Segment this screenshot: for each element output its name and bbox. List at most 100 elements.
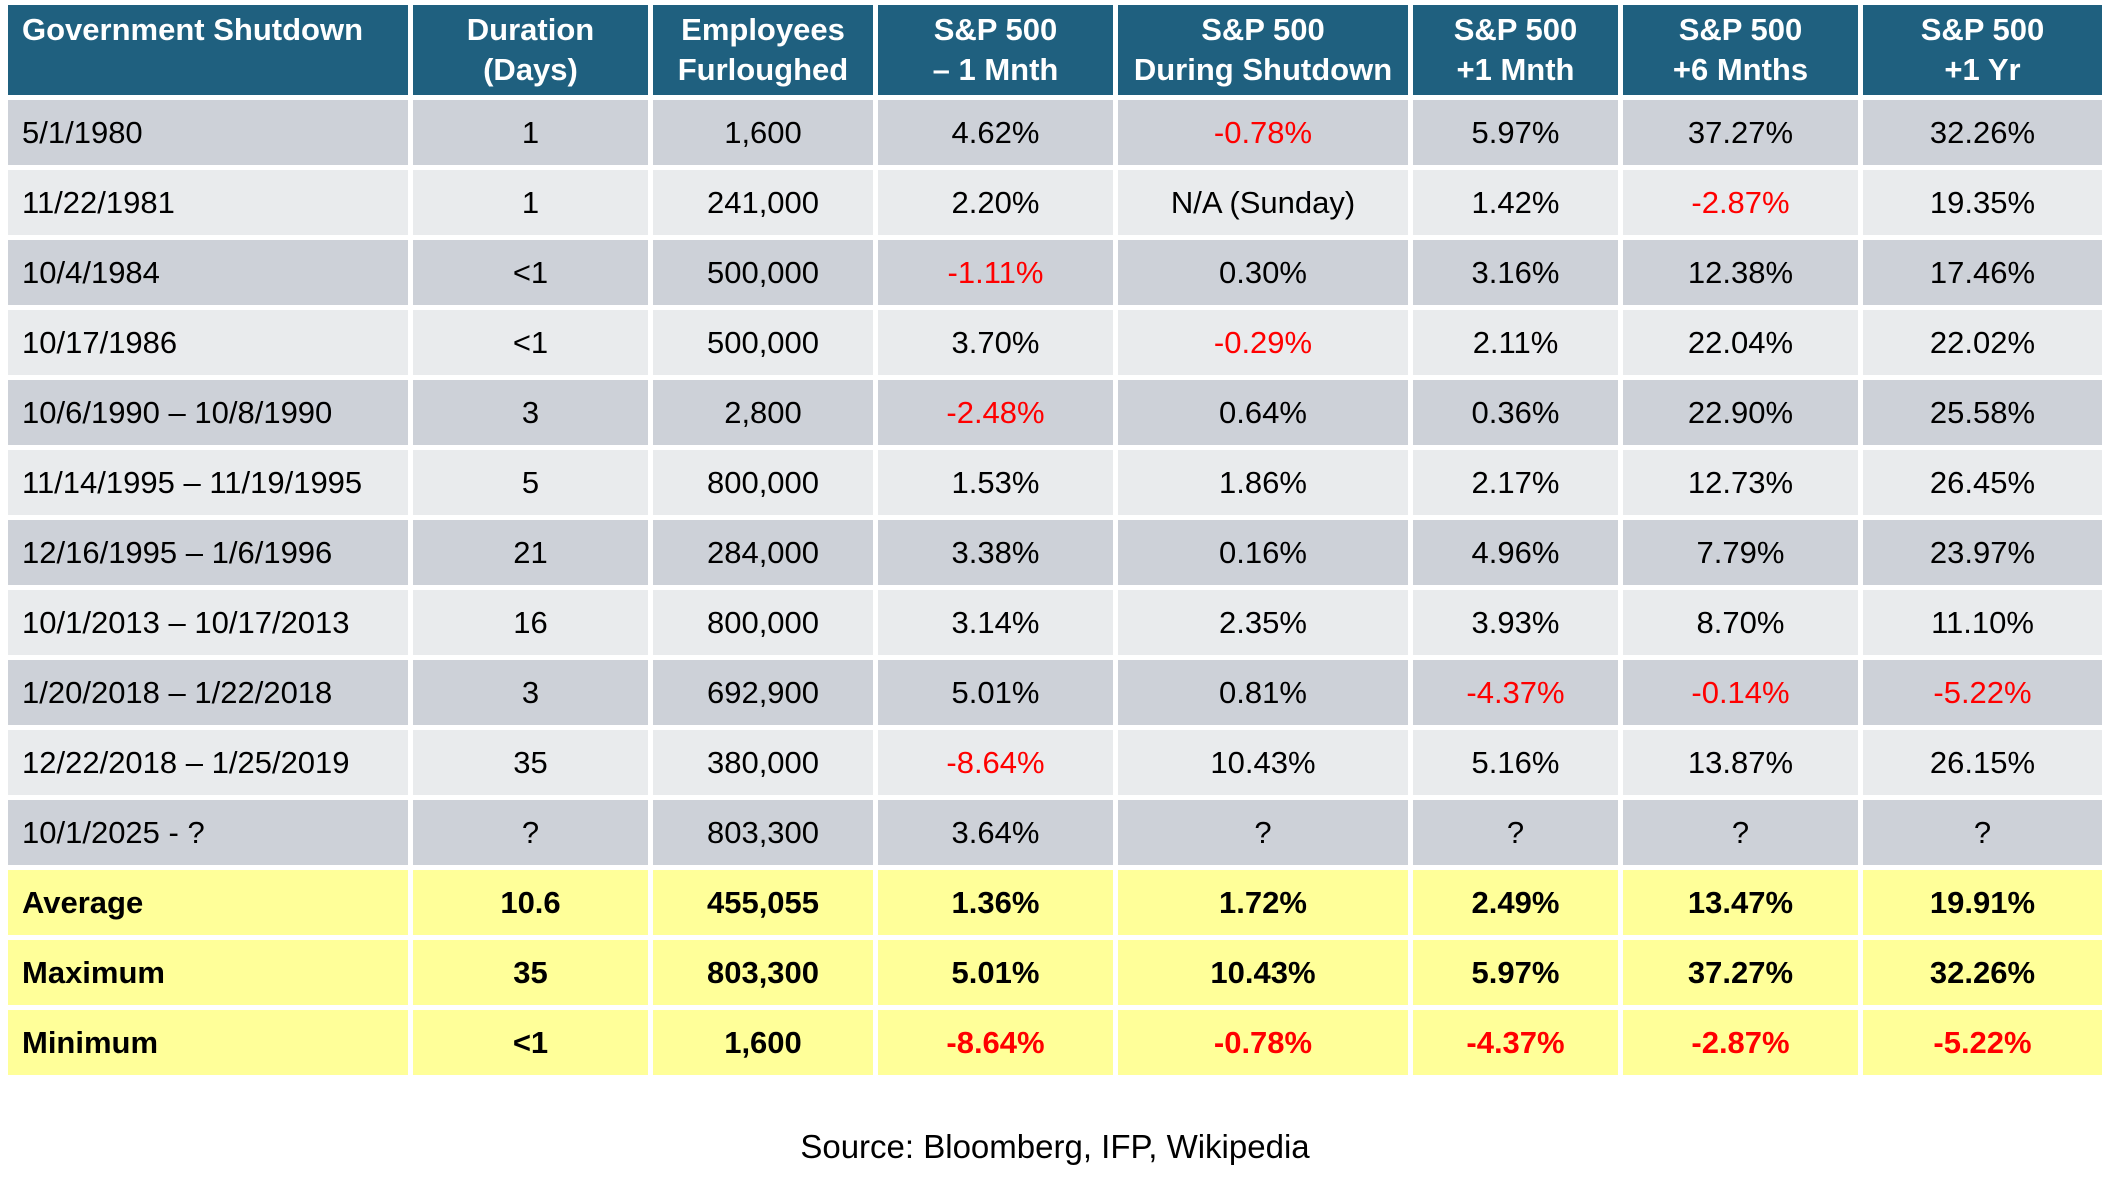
column-header: S&P 500 +6 Mnths (1623, 5, 1858, 95)
row-label-cell: 11/14/1995 – 11/19/1995 (8, 450, 408, 515)
value-cell: -2.87% (1623, 170, 1858, 235)
value-cell: 3.70% (878, 310, 1113, 375)
value-cell: 1.42% (1413, 170, 1618, 235)
column-header: S&P 500 – 1 Mnth (878, 5, 1113, 95)
value-cell: 3 (413, 380, 648, 445)
table-row: 10/17/1986 <1 500,000 3.70% -0.29% 2.11% 22.04… (8, 310, 2102, 375)
value-cell: -4.37% (1413, 1010, 1618, 1075)
source-note: Source: Bloomberg, IFP, Wikipedia (800, 1128, 1310, 1165)
value-cell: ? (1118, 800, 1408, 865)
value-cell: 32.26% (1863, 940, 2102, 1005)
value-cell: 10.43% (1118, 940, 1408, 1005)
value-cell: 11.10% (1863, 590, 2102, 655)
value-cell: -4.37% (1413, 660, 1618, 725)
column-header-line1: Duration (466, 12, 595, 47)
table-row: 1/20/2018 – 1/22/2018 3 692,900 5.01% 0.81% -… (8, 660, 2102, 725)
value-cell: 1.86% (1118, 450, 1408, 515)
value-cell: 35 (413, 940, 648, 1005)
value-cell: 3.16% (1413, 240, 1618, 305)
column-header: S&P 500 +1 Yr (1863, 5, 2102, 95)
row-label-cell: Minimum (8, 1010, 408, 1075)
value-cell: 455,055 (653, 870, 873, 935)
table-row: 12/22/2018 – 1/25/2019 35 380,000 -8.64% 10.… (8, 730, 2102, 795)
column-header-line1: S&P 500 (1201, 12, 1325, 47)
column-header-line2: +1 Yr (1944, 52, 2021, 87)
value-cell: 22.90% (1623, 380, 1858, 445)
column-header-line2: (Days) (483, 52, 578, 87)
column-header-line1: S&P 500 (1453, 12, 1578, 47)
value-cell: 5.97% (1413, 100, 1618, 165)
value-cell: -5.22% (1863, 660, 2102, 725)
column-header-line2: During Shutdown (1133, 52, 1393, 87)
column-header: Duration (Days) (413, 5, 648, 95)
value-cell: 0.81% (1118, 660, 1408, 725)
value-cell: N/A (Sunday) (1118, 170, 1408, 235)
value-cell: ? (413, 800, 648, 865)
value-cell: 32.26% (1863, 100, 2102, 165)
summary-row: Average 10.6 455,055 1.36% 1.72% 2.49% 13.47% 1… (8, 870, 2102, 935)
value-cell: ? (1863, 800, 2102, 865)
column-header-line2: – 1 Mnth (932, 52, 1059, 87)
value-cell: 10.43% (1118, 730, 1408, 795)
row-label-cell: 10/1/2013 – 10/17/2013 (8, 590, 408, 655)
value-cell: <1 (413, 1010, 648, 1075)
value-cell: 500,000 (653, 310, 873, 375)
value-cell: 692,900 (653, 660, 873, 725)
column-header-line1: S&P 500 (1920, 12, 2045, 47)
value-cell: 12.73% (1623, 450, 1858, 515)
value-cell: ? (1623, 800, 1858, 865)
value-cell: 5.97% (1413, 940, 1618, 1005)
value-cell: 21 (413, 520, 648, 585)
value-cell: 800,000 (653, 590, 873, 655)
value-cell: 17.46% (1863, 240, 2102, 305)
value-cell: 380,000 (653, 730, 873, 795)
value-cell: -2.48% (878, 380, 1113, 445)
value-cell: 3.64% (878, 800, 1113, 865)
value-cell: 2.20% (878, 170, 1113, 235)
summary-row: Minimum <1 1,600 -8.64% -0.78% -4.37% -2.87% -5… (8, 1010, 2102, 1075)
table-row: 11/22/1981 1 241,000 2.20% N/A (Sunday) 1.42%… (8, 170, 2102, 235)
table-row: 10/4/1984 <1 500,000 -1.11% 0.30% 3.16% 12.38%… (8, 240, 2102, 305)
value-cell: 1,600 (653, 100, 873, 165)
value-cell: 5.01% (878, 940, 1113, 1005)
value-cell: <1 (413, 240, 648, 305)
row-label-cell: 12/22/2018 – 1/25/2019 (8, 730, 408, 795)
column-header-line1: Employees (681, 12, 845, 47)
value-cell: 803,300 (653, 940, 873, 1005)
row-label-cell: 11/22/1981 (8, 170, 408, 235)
value-cell: 7.79% (1623, 520, 1858, 585)
value-cell: 26.15% (1863, 730, 2102, 795)
value-cell: 37.27% (1623, 940, 1858, 1005)
table-row: 5/1/1980 1 1,600 4.62% -0.78% 5.97% 37.27% 32.2… (8, 100, 2102, 165)
shutdown-performance-table: Government Shutdown Duration (Days) Employe… (3, 0, 2107, 1080)
value-cell: 4.62% (878, 100, 1113, 165)
column-header: S&P 500 +1 Mnth (1413, 5, 1618, 95)
column-header-line2: +1 Mnth (1456, 52, 1575, 87)
column-header-line1: S&P 500 (933, 12, 1058, 47)
table-row: 10/6/1990 – 10/8/1990 3 2,800 -2.48% 0.64% 0.… (8, 380, 2102, 445)
value-cell: 0.30% (1118, 240, 1408, 305)
value-cell: -0.78% (1118, 100, 1408, 165)
value-cell: 16 (413, 590, 648, 655)
value-cell: 0.36% (1413, 380, 1618, 445)
row-label-cell: 10/6/1990 – 10/8/1990 (8, 380, 408, 445)
value-cell: -5.22% (1863, 1010, 2102, 1075)
value-cell: -1.11% (878, 240, 1113, 305)
value-cell: 800,000 (653, 450, 873, 515)
value-cell: -0.78% (1118, 1010, 1408, 1075)
value-cell: 4.96% (1413, 520, 1618, 585)
value-cell: 1 (413, 170, 648, 235)
value-cell: 1,600 (653, 1010, 873, 1075)
value-cell: 2,800 (653, 380, 873, 445)
value-cell: <1 (413, 310, 648, 375)
value-cell: 22.04% (1623, 310, 1858, 375)
value-cell: 12.38% (1623, 240, 1858, 305)
row-label-cell: 10/17/1986 (8, 310, 408, 375)
column-header-line1: Government Shutdown (22, 12, 363, 47)
value-cell: -8.64% (878, 730, 1113, 795)
value-cell: 35 (413, 730, 648, 795)
value-cell: 3.14% (878, 590, 1113, 655)
value-cell: 284,000 (653, 520, 873, 585)
value-cell: 5.16% (1413, 730, 1618, 795)
